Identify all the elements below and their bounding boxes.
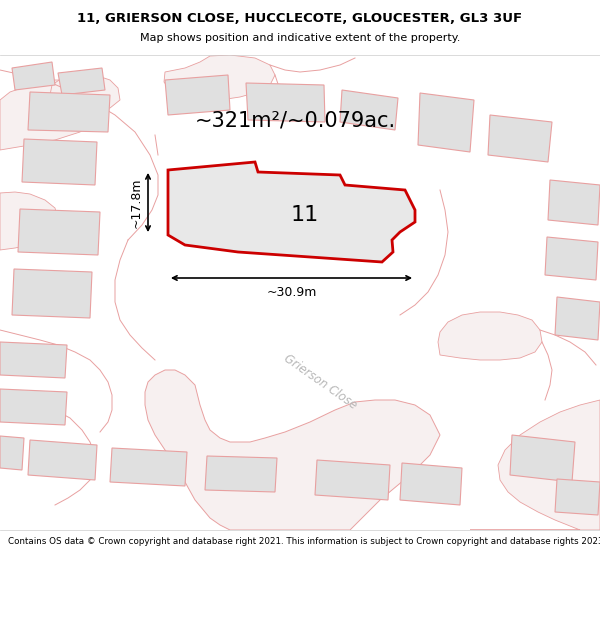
Polygon shape [400,463,462,505]
Polygon shape [555,297,600,340]
Polygon shape [110,448,187,486]
Polygon shape [510,435,575,482]
Text: ~30.9m: ~30.9m [266,286,317,299]
Polygon shape [58,68,105,95]
Polygon shape [145,370,440,530]
Polygon shape [22,139,97,185]
Polygon shape [438,312,542,360]
Polygon shape [0,436,24,470]
Polygon shape [28,440,97,480]
Polygon shape [28,92,110,132]
Polygon shape [0,192,58,250]
Polygon shape [205,456,277,492]
Text: 11, GRIERSON CLOSE, HUCCLECOTE, GLOUCESTER, GL3 3UF: 11, GRIERSON CLOSE, HUCCLECOTE, GLOUCEST… [77,12,523,25]
Polygon shape [555,479,600,515]
Polygon shape [470,400,600,530]
Polygon shape [12,269,92,318]
Text: 11: 11 [291,205,319,225]
Polygon shape [548,180,600,225]
Polygon shape [545,237,598,280]
Text: Map shows position and indicative extent of the property.: Map shows position and indicative extent… [140,33,460,43]
Text: Grierson Close: Grierson Close [281,352,359,412]
Polygon shape [0,342,67,378]
Polygon shape [0,389,67,425]
Polygon shape [246,83,325,122]
Polygon shape [315,460,390,500]
Polygon shape [18,209,100,255]
Polygon shape [418,93,474,152]
Polygon shape [488,115,552,162]
Polygon shape [50,74,120,115]
Polygon shape [0,80,100,150]
Polygon shape [165,75,230,115]
Text: Contains OS data © Crown copyright and database right 2021. This information is : Contains OS data © Crown copyright and d… [8,537,600,546]
Polygon shape [340,90,398,130]
Polygon shape [168,162,415,262]
Text: ~321m²/~0.079ac.: ~321m²/~0.079ac. [194,110,395,130]
Text: ~17.8m: ~17.8m [130,177,143,227]
Polygon shape [164,55,275,100]
Polygon shape [12,62,55,90]
